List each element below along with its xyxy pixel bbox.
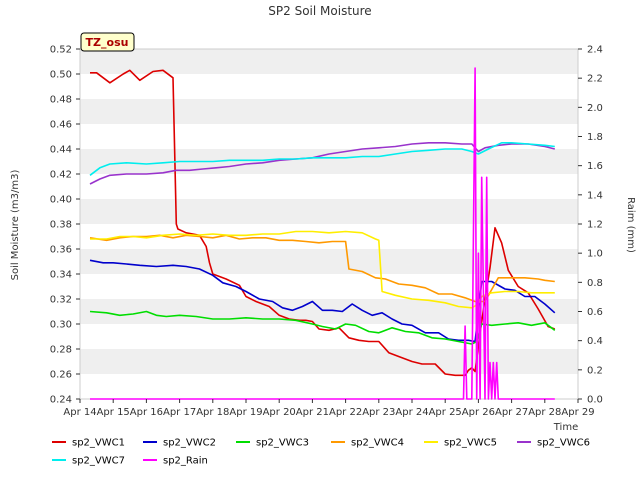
x-tick-label: Apr 23 xyxy=(362,407,395,418)
y-tick-label: 0.50 xyxy=(50,70,72,81)
y2-tick-label: 0.0 xyxy=(587,395,603,406)
grid-band xyxy=(80,299,578,324)
grid-band xyxy=(80,49,578,74)
x-tick-label: Apr 20 xyxy=(263,407,296,418)
x-axis-ticks: Apr 14 Apr 15 Apr 16 Apr 17 Apr 18 Apr 19 Apr … xyxy=(63,399,595,418)
y2-tick-label: 1.8 xyxy=(587,132,603,143)
y2-tick-label: 1.4 xyxy=(587,190,603,201)
y2-axis-ticks: 0.0 0.2 0.4 0.6 0.8 1.0 1.2 1.4 1.6 1.8 2.0 2.2 2.4 xyxy=(578,45,603,406)
x-axis-title: Time xyxy=(553,422,578,433)
legend-label: sp2_VWC1 xyxy=(72,438,125,449)
grid-band xyxy=(80,349,578,374)
y-tick-label: 0.30 xyxy=(50,320,72,331)
y2-tick-label: 0.4 xyxy=(587,336,603,347)
legend-item: sp2_VWC4 xyxy=(331,438,404,449)
grid-band xyxy=(80,199,578,224)
y-tick-label: 0.32 xyxy=(50,295,72,306)
y2-tick-label: 1.2 xyxy=(587,220,603,231)
y2-tick-label: 2.0 xyxy=(587,103,603,114)
y-tick-label: 0.52 xyxy=(50,45,72,56)
y-tick-label: 0.36 xyxy=(50,245,72,256)
legend-label: sp2_Rain xyxy=(163,456,208,467)
y2-tick-label: 2.4 xyxy=(587,45,603,56)
y-tick-label: 0.44 xyxy=(50,145,72,156)
legend-label: sp2_VWC2 xyxy=(163,438,216,449)
series-line-sp2-vwc6 xyxy=(89,142,555,185)
legend-label: sp2_VWC6 xyxy=(537,438,590,449)
x-tick-label: Apr 28 xyxy=(528,407,561,418)
site-badge: TZ_osu xyxy=(80,32,135,52)
y-tick-label: 0.34 xyxy=(50,270,72,281)
grid-band xyxy=(80,249,578,274)
x-tick-label: Apr 15 xyxy=(97,407,130,418)
y-tick-label: 0.46 xyxy=(50,120,72,131)
x-tick-label: Apr 25 xyxy=(429,407,462,418)
y-tick-label: 0.40 xyxy=(50,195,72,206)
series-line-sp2-vwc7 xyxy=(89,142,555,176)
y-tick-label: 0.26 xyxy=(50,370,72,381)
x-tick-label: Apr 18 xyxy=(196,407,229,418)
x-tick-label: Apr 27 xyxy=(495,407,528,418)
x-tick-label: Apr 24 xyxy=(395,407,428,418)
legend-item: sp2_VWC6 xyxy=(517,438,590,449)
series-line-sp2-rain xyxy=(90,67,555,400)
x-tick-label: Apr 26 xyxy=(462,407,495,418)
y-tick-label: 0.28 xyxy=(50,345,72,356)
y2-tick-label: 0.6 xyxy=(587,307,603,318)
y2-tick-label: 1.0 xyxy=(587,249,603,260)
y-tick-label: 0.42 xyxy=(50,170,72,181)
chart-title: SP2 Soil Moisture xyxy=(268,4,371,18)
y2-tick-label: 0.2 xyxy=(587,365,603,376)
legend-item: sp2_VWC1 xyxy=(52,438,125,449)
legend-label: sp2_VWC7 xyxy=(72,456,125,467)
x-tick-label: Apr 16 xyxy=(130,407,163,418)
x-tick-label: Apr 17 xyxy=(163,407,196,418)
grid-band xyxy=(80,149,578,174)
x-tick-label: Apr 29 xyxy=(561,407,594,418)
grid-band xyxy=(80,99,578,124)
legend-item: sp2_VWC3 xyxy=(236,438,309,449)
legend-label: sp2_VWC5 xyxy=(444,438,497,449)
x-tick-label: Apr 22 xyxy=(329,407,362,418)
legend-item: sp2_VWC2 xyxy=(143,438,216,449)
legend-item: sp2_Rain xyxy=(143,456,208,467)
site-badge-label: TZ_osu xyxy=(86,36,129,49)
y-axis-title: Soil Moisture (m3/m3) xyxy=(10,170,21,281)
y2-axis-title: Raim (mm) xyxy=(625,197,636,253)
y-tick-label: 0.38 xyxy=(50,220,72,231)
y2-tick-label: 2.2 xyxy=(587,74,603,85)
legend-item: sp2_VWC5 xyxy=(424,438,497,449)
x-tick-label: Apr 19 xyxy=(229,407,262,418)
site-badge-box xyxy=(80,32,135,52)
series-line-sp2-vwc3 xyxy=(89,310,556,345)
y2-tick-label: 1.6 xyxy=(587,161,603,172)
x-tick-label: Apr 14 xyxy=(63,407,96,418)
y-tick-label: 0.24 xyxy=(50,395,72,406)
legend-item: sp2_VWC7 xyxy=(52,456,125,467)
legend-label: sp2_VWC3 xyxy=(256,438,309,449)
x-tick-label: Apr 21 xyxy=(296,407,329,418)
y2-tick-label: 0.8 xyxy=(587,278,603,289)
y-axis-ticks: 0.24 0.26 0.28 0.30 0.32 0.34 0.36 0.38 0.40 0.42… xyxy=(50,45,80,406)
legend-label: sp2_VWC4 xyxy=(351,438,404,449)
series-lines xyxy=(89,67,556,400)
legend: sp2_VWC1 sp2_VWC2 sp2_VWC3 sp2_VWC4 sp2_VWC5… xyxy=(52,438,590,467)
y-tick-label: 0.48 xyxy=(50,95,72,106)
